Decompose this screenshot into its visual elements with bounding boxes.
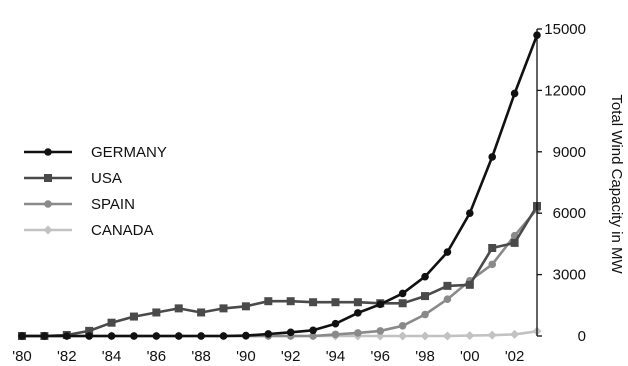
data-point-germany (421, 272, 429, 281)
data-point-usa (309, 298, 318, 307)
data-point-spain (354, 329, 362, 337)
x-axis-ticks: '80 '82 '84 '86 '88 '90 '92 '94 '96 '98 '00 '02 (12, 348, 524, 365)
data-point-germany (174, 332, 183, 340)
x-tick-label: '94 (326, 348, 346, 365)
legend-marker-usa (44, 174, 52, 182)
data-point-usa (465, 280, 474, 289)
y-tick-label: 9000 (553, 144, 586, 161)
y-axis-title: Total Wind Capacity in MW (608, 94, 625, 274)
data-point-canada (398, 331, 408, 341)
data-point-spain (443, 295, 452, 303)
data-point-usa (421, 292, 430, 301)
data-point-germany (376, 300, 385, 309)
data-point-spain (488, 260, 497, 269)
data-point-usa (129, 312, 138, 321)
data-point-usa (443, 281, 452, 290)
x-tick-label: '80 (12, 348, 32, 365)
data-point-germany (286, 328, 295, 337)
data-point-spain (331, 330, 340, 339)
data-point-spain (421, 310, 429, 319)
legend-label-usa: USA (91, 170, 122, 187)
legend-entry-canada: CANADA (24, 222, 154, 239)
x-tick-label: '86 (147, 348, 167, 365)
data-point-germany (152, 332, 161, 340)
data-point-germany (488, 153, 497, 161)
data-point-usa (286, 297, 295, 306)
legend-label-germany: GERMANY (91, 144, 167, 161)
x-tick-label: '00 (460, 348, 480, 365)
y-tick-label: 15000 (544, 21, 586, 38)
y-tick-label: 0 (578, 328, 586, 345)
x-tick-label: '98 (415, 348, 435, 365)
data-point-germany (331, 319, 340, 328)
y-tick-label: 3000 (553, 267, 586, 284)
legend-marker-canada (43, 225, 53, 235)
data-point-usa (488, 243, 497, 252)
data-point-germany (130, 332, 138, 340)
x-tick-label: '90 (236, 348, 256, 365)
data-point-germany (85, 332, 93, 340)
data-point-germany (242, 331, 250, 340)
data-point-germany (309, 326, 317, 335)
data-point-germany (62, 332, 71, 340)
data-point-germany (219, 332, 228, 340)
x-tick-label: '84 (102, 348, 122, 365)
data-point-usa (85, 326, 94, 335)
data-point-usa (264, 297, 273, 306)
data-point-germany (354, 309, 362, 317)
x-tick-label: '88 (191, 348, 211, 365)
data-point-usa (398, 299, 407, 308)
data-point-usa (197, 308, 206, 317)
data-point-usa (174, 304, 183, 313)
legend-entry-germany: GERMANY (24, 144, 167, 161)
series-layer (17, 31, 542, 341)
data-point-germany (510, 89, 519, 98)
legend-marker-spain (44, 200, 52, 208)
data-point-canada (510, 329, 520, 339)
data-point-spain (309, 332, 317, 340)
data-point-usa (219, 304, 228, 313)
data-point-germany (18, 332, 26, 340)
data-point-germany (40, 332, 49, 340)
y-tick-label: 12000 (544, 82, 586, 99)
y-tick-label: 6000 (553, 205, 586, 222)
data-point-germany (264, 330, 273, 338)
data-point-germany (443, 248, 452, 256)
data-point-canada (465, 331, 475, 341)
data-point-canada (442, 331, 452, 341)
legend: GERMANY USA SPAIN CANADA (24, 144, 167, 239)
legend-label-spain: SPAIN (91, 196, 135, 213)
data-point-germany (398, 289, 407, 298)
x-tick-label: '96 (370, 348, 390, 365)
legend-entry-usa: USA (24, 170, 122, 187)
y-axis: 0 3000 6000 9000 12000 15000 (536, 21, 586, 345)
legend-marker-germany (44, 148, 52, 156)
x-tick-label: '82 (57, 348, 77, 365)
data-point-germany (197, 332, 205, 340)
data-point-canada (420, 331, 430, 341)
x-tick-label: '02 (505, 348, 525, 365)
data-point-usa (241, 302, 250, 311)
data-point-usa (353, 298, 362, 307)
data-point-germany (466, 209, 474, 217)
data-point-usa (107, 318, 116, 327)
data-point-usa (510, 238, 519, 247)
data-point-usa (152, 308, 161, 317)
data-point-spain (398, 321, 407, 330)
legend-label-canada: CANADA (91, 222, 154, 239)
data-point-germany (107, 332, 116, 340)
data-point-usa (331, 298, 340, 307)
data-point-canada (487, 330, 497, 340)
legend-entry-spain: SPAIN (24, 196, 135, 213)
series-germany (18, 31, 541, 340)
x-tick-label: '92 (281, 348, 301, 365)
data-point-spain (376, 327, 385, 335)
